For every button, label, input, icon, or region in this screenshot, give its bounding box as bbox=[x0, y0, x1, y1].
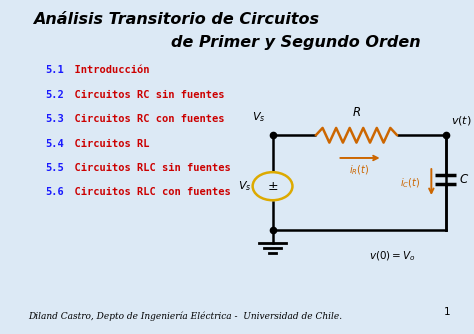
Text: Diland Castro, Depto de Ingeniería Eléctrica -  Universidad de Chile.: Diland Castro, Depto de Ingeniería Eléct… bbox=[28, 312, 343, 321]
Text: $\pm$: $\pm$ bbox=[267, 180, 278, 193]
Text: Circuitos RL: Circuitos RL bbox=[62, 139, 149, 149]
Text: $R$: $R$ bbox=[352, 106, 361, 119]
Text: 5.6: 5.6 bbox=[45, 187, 64, 197]
Text: 5.2: 5.2 bbox=[45, 90, 64, 100]
Text: $i_R(t)$: $i_R(t)$ bbox=[349, 163, 369, 177]
Text: $V_s$: $V_s$ bbox=[252, 110, 265, 124]
Text: de Primer y Segundo Orden: de Primer y Segundo Orden bbox=[171, 35, 420, 50]
Text: $i_C(t)$: $i_C(t)$ bbox=[400, 176, 420, 190]
Text: Circuitos RLC con fuentes: Circuitos RLC con fuentes bbox=[62, 187, 230, 197]
Text: Circuitos RC sin fuentes: Circuitos RC sin fuentes bbox=[62, 90, 224, 100]
Text: Análisis Transitorio de Circuitos: Análisis Transitorio de Circuitos bbox=[33, 12, 319, 27]
Text: 5.5: 5.5 bbox=[45, 163, 64, 173]
Text: 1: 1 bbox=[444, 307, 450, 317]
Text: 5.1: 5.1 bbox=[45, 65, 64, 75]
Text: Circuitos RC con fuentes: Circuitos RC con fuentes bbox=[62, 114, 224, 124]
Text: $v(t)$: $v(t)$ bbox=[451, 114, 472, 127]
Text: $C$: $C$ bbox=[459, 173, 469, 186]
Text: Introducción: Introducción bbox=[62, 65, 149, 75]
Text: 5.3: 5.3 bbox=[45, 114, 64, 124]
Text: $v(0) = V_o$: $v(0) = V_o$ bbox=[369, 249, 416, 263]
Text: $V_s$: $V_s$ bbox=[238, 179, 251, 193]
Text: Circuitos RLC sin fuentes: Circuitos RLC sin fuentes bbox=[62, 163, 230, 173]
Text: 5.4: 5.4 bbox=[45, 139, 64, 149]
